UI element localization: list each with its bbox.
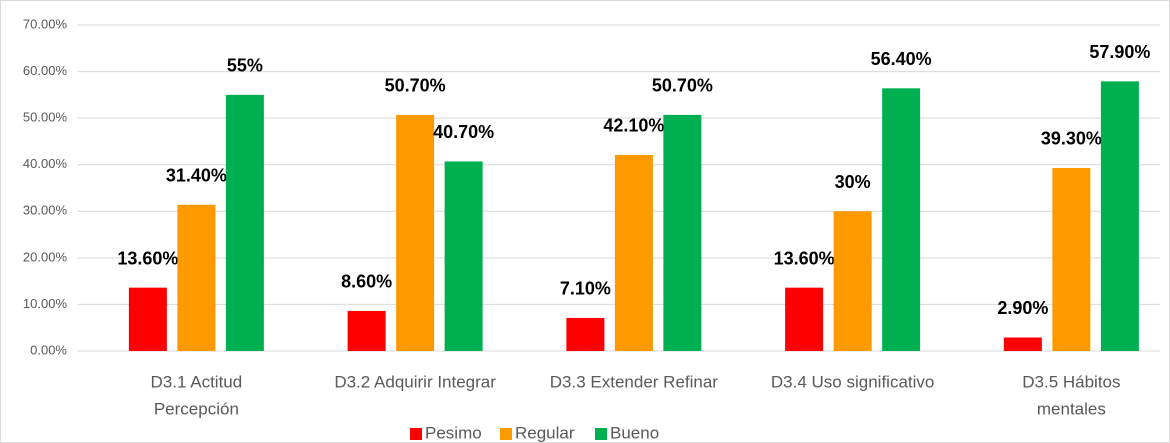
y-tick-label: 30.00%	[23, 203, 68, 218]
legend-label: Bueno	[610, 423, 659, 442]
bar	[785, 287, 824, 351]
x-tick-label: D3.5 Hábitos	[1022, 372, 1120, 391]
y-tick-label: 60.00%	[23, 63, 68, 78]
bar	[177, 204, 216, 351]
data-label: 55%	[227, 56, 263, 76]
bar	[1003, 337, 1042, 351]
y-tick-label: 0.00%	[30, 342, 67, 357]
bar	[444, 161, 483, 351]
data-label: 57.90%	[1089, 42, 1150, 62]
legend-label: Regular	[515, 423, 575, 442]
y-tick-label: 40.00%	[23, 156, 68, 171]
y-tick-label: 70.00%	[23, 16, 68, 31]
x-tick-label: D3.1 Actitud	[151, 372, 243, 391]
data-label: 56.40%	[871, 49, 932, 69]
data-label: 13.60%	[117, 248, 178, 268]
data-label: 50.70%	[652, 76, 713, 96]
legend-swatch	[500, 428, 512, 440]
legend-swatch	[410, 428, 422, 440]
data-label: 7.10%	[560, 279, 611, 299]
data-label: 31.40%	[166, 166, 227, 186]
legend-label: Pesimo	[425, 423, 482, 442]
data-label: 13.60%	[774, 248, 835, 268]
x-tick-label: Percepción	[154, 399, 239, 418]
data-label: 42.10%	[603, 116, 664, 136]
y-tick-label: 10.00%	[23, 296, 68, 311]
bar	[396, 114, 435, 351]
bar	[833, 211, 872, 351]
x-tick-label: mentales	[1037, 399, 1106, 418]
bar	[614, 154, 653, 351]
bar	[882, 88, 921, 351]
x-tick-label: D3.3 Extender Refinar	[550, 372, 719, 391]
data-label: 50.70%	[385, 76, 446, 96]
bar	[128, 287, 167, 351]
data-label: 30%	[835, 172, 871, 192]
bar	[347, 310, 386, 351]
y-tick-label: 20.00%	[23, 249, 68, 264]
data-label: 2.90%	[997, 298, 1048, 318]
legend-swatch	[595, 428, 607, 440]
bar	[225, 94, 264, 351]
bar	[566, 317, 605, 351]
bar	[663, 114, 702, 351]
data-label: 8.60%	[341, 272, 392, 292]
data-label: 39.30%	[1041, 129, 1102, 149]
data-label: 40.70%	[433, 122, 494, 142]
x-tick-label: D3.4 Uso significativo	[771, 372, 934, 391]
x-tick-label: D3.2 Adquirir Integrar	[334, 372, 496, 391]
bar	[1100, 81, 1139, 351]
y-tick-label: 50.00%	[23, 110, 68, 125]
bar	[1052, 167, 1091, 351]
